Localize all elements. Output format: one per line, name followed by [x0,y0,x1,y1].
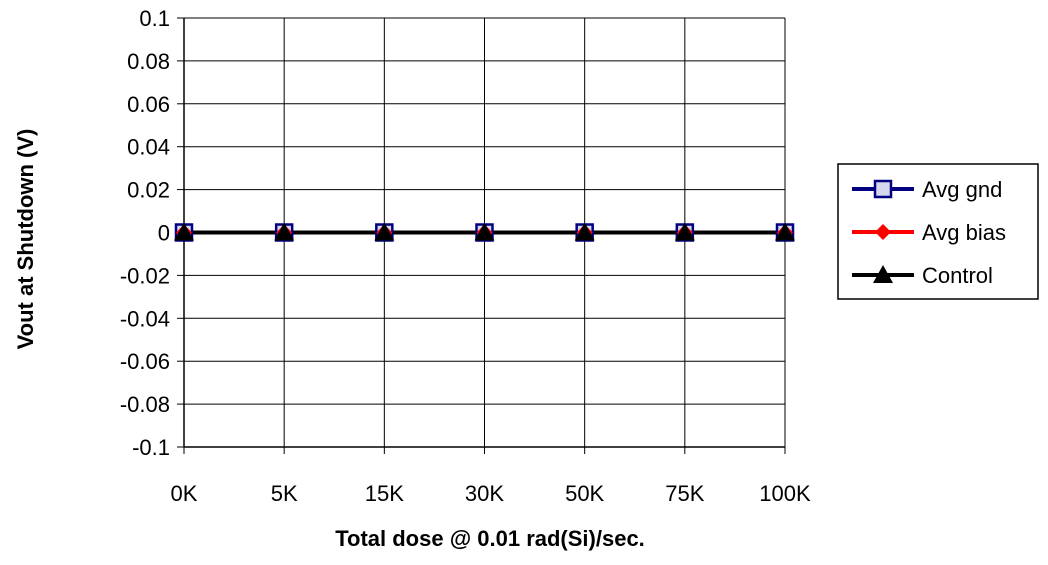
legend-marker-square [873,179,893,199]
legend-marker-triangle [873,265,893,283]
y-tick-label: -0.08 [120,392,170,417]
legend-label: Avg gnd [922,177,1002,202]
y-tick-label: -0.1 [132,435,170,460]
y-tick-label: 0 [158,221,170,246]
data-point-triangle [174,222,194,241]
data-point-triangle [775,222,795,241]
y-tick-label: 0.1 [139,6,170,31]
y-tick-label: 0.08 [127,49,170,74]
data-point-triangle [574,222,595,241]
x-tick-label: 75K [665,481,704,506]
y-tick-label: -0.04 [120,306,170,331]
series-lines [174,222,795,242]
data-point-triangle [674,222,695,241]
y-tick-label: 0.04 [127,135,170,160]
x-tick-label: 50K [565,481,604,506]
y-tick-label: 0.02 [127,178,170,203]
x-tick-label: 5K [271,481,298,506]
data-point-triangle [474,222,495,241]
legend: Avg gnd Avg bias Control [837,163,1039,300]
legend-label: Avg bias [922,220,1006,245]
data-point-triangle [374,222,395,241]
y-tick-label: -0.02 [120,263,170,288]
data-point-triangle [274,222,295,241]
y-axis-title: Vout at Shutdown (V) [13,129,38,350]
y-tick-label: -0.06 [120,349,170,374]
y-tick-labels: 0.1 0.08 0.06 0.04 0.02 0 -0.02 -0.04 -0.06 -0.08… [120,6,170,460]
x-tick-label: 100K [759,481,811,506]
legend-label: Control [922,263,993,288]
x-tick-label: 0K [171,481,198,506]
x-tick-label: 15K [365,481,404,506]
x-axis-title: Total dose @ 0.01 rad(Si)/sec. [335,526,645,551]
legend-marker-diamond [875,224,891,240]
x-tick-labels: 0K 5K 15K 30K 50K 75K 100K [171,481,811,506]
x-tick-label: 30K [465,481,504,506]
y-tick-label: 0.06 [127,92,170,117]
